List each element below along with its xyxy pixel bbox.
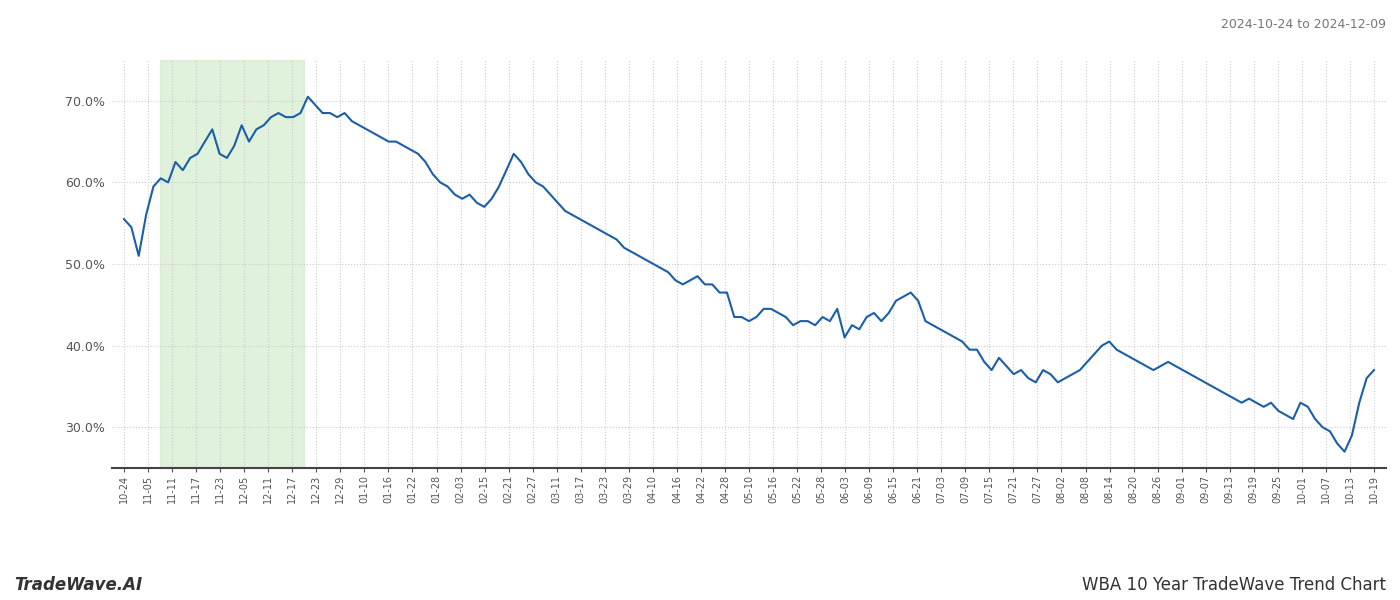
- Text: 2024-10-24 to 2024-12-09: 2024-10-24 to 2024-12-09: [1221, 18, 1386, 31]
- Text: WBA 10 Year TradeWave Trend Chart: WBA 10 Year TradeWave Trend Chart: [1082, 576, 1386, 594]
- Bar: [160, 60, 304, 468]
- Text: TradeWave.AI: TradeWave.AI: [14, 576, 143, 594]
